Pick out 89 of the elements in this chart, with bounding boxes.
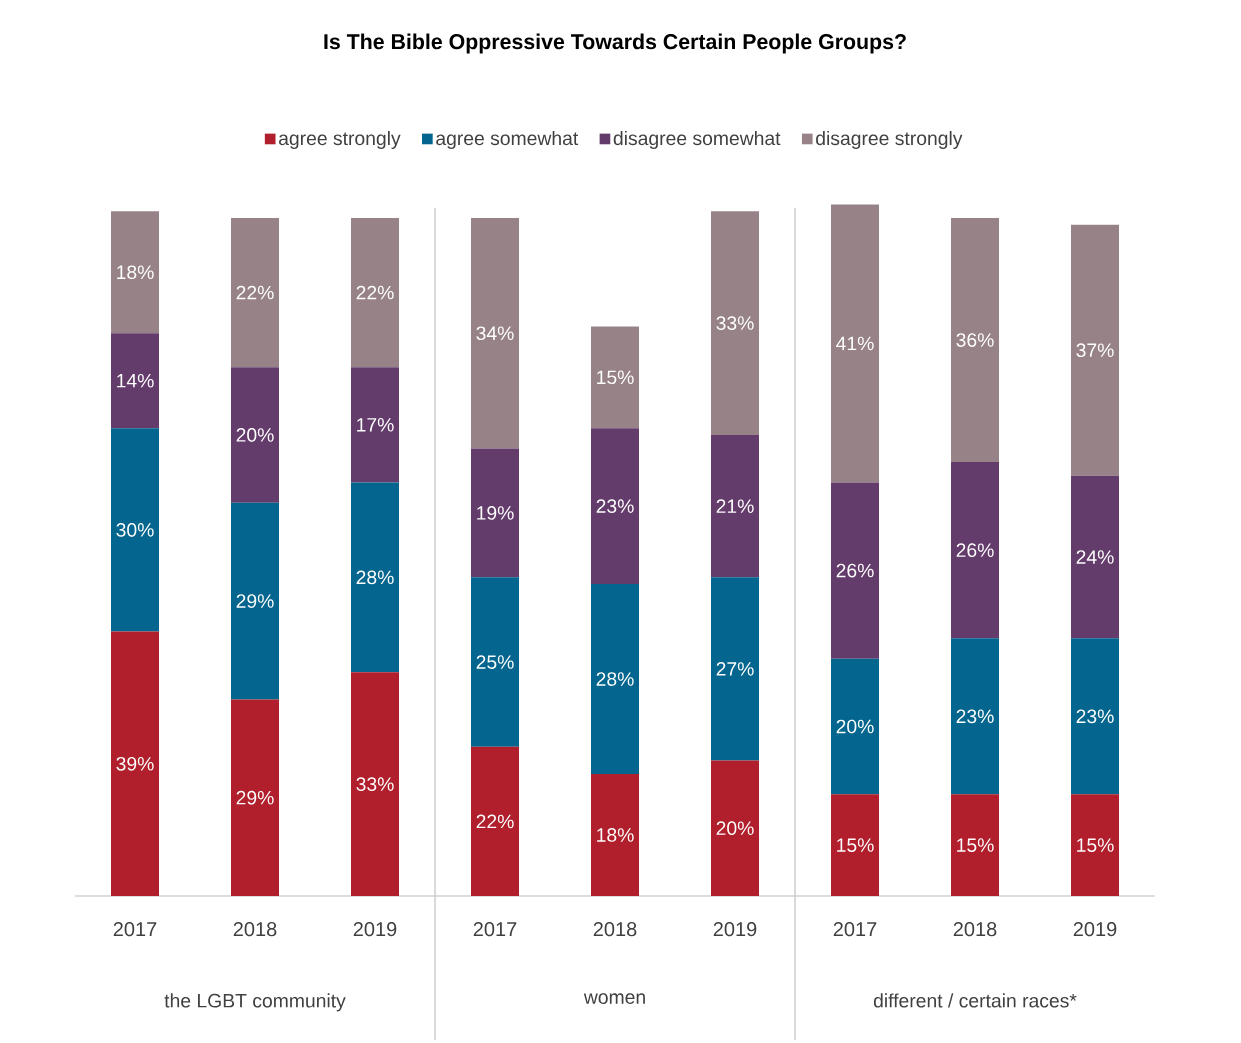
x-axis-title: women [583, 993, 645, 1004]
data-label: 17% [357, 418, 394, 432]
data-label: 33% [356, 777, 394, 791]
bar [1071, 794, 1120, 896]
data-label: 26% [956, 543, 994, 558]
bar [1071, 638, 1120, 795]
bar [591, 326, 640, 429]
x-tick-label: 2018 [953, 922, 997, 937]
data-label: 20% [716, 821, 754, 836]
x-tick-label: 2019 [713, 922, 757, 937]
x-tick-label: 2017 [833, 922, 877, 937]
bar [711, 434, 760, 578]
data-label: 15% [837, 838, 874, 852]
bar [351, 482, 399, 673]
bar [831, 658, 880, 795]
bar [471, 577, 520, 747]
bar [471, 448, 520, 578]
bar [951, 638, 1000, 795]
data-label: 41% [836, 336, 874, 351]
data-label: 29% [236, 790, 274, 805]
bar [711, 760, 760, 896]
bar [591, 773, 640, 896]
bar [351, 367, 399, 483]
bar [111, 211, 159, 334]
data-label: 20% [236, 428, 274, 442]
legend-label: agree strongly [278, 130, 401, 149]
bar [951, 462, 1000, 639]
bar [831, 482, 880, 659]
data-label: 22% [236, 285, 274, 300]
bar [231, 367, 279, 503]
bar [1071, 224, 1120, 476]
bar [1071, 475, 1120, 639]
data-label: 15% [597, 370, 634, 385]
data-label: 37% [1076, 343, 1114, 358]
x-tick-label: 2017 [473, 922, 517, 937]
data-label: 28% [356, 570, 394, 585]
bar [831, 794, 880, 896]
data-label: 28% [596, 672, 634, 686]
bar [351, 217, 399, 368]
bar [951, 217, 1000, 463]
data-label: 20% [836, 719, 874, 734]
bar [951, 794, 1000, 896]
data-label: 25% [476, 655, 514, 669]
bar [231, 217, 279, 368]
bar [111, 333, 159, 429]
x-axis-title: the LGBT community [164, 993, 346, 1012]
bar [591, 428, 640, 585]
data-label: 39% [116, 756, 154, 771]
data-label: 15% [957, 838, 994, 852]
x-tick-label: 2019 [1073, 922, 1117, 937]
data-label: 23% [956, 709, 994, 724]
bar [471, 746, 520, 896]
data-label: 34% [476, 326, 514, 341]
legend-label: agree somewhat [436, 130, 579, 149]
bar [111, 428, 159, 632]
bar [831, 204, 880, 483]
x-tick-label: 2018 [593, 922, 637, 937]
x-tick-label: 2018 [233, 922, 277, 937]
bar [231, 699, 279, 896]
data-label: 26% [836, 563, 874, 578]
data-label: 21% [716, 499, 754, 513]
data-label: 18% [117, 265, 154, 280]
bar [231, 502, 279, 700]
text: Is The Bible Oppressive Towards Certain People Groups? [324, 33, 906, 54]
data-label: 27% [716, 662, 754, 676]
x-tick-label: 2017 [113, 922, 157, 937]
bar [711, 577, 760, 761]
data-label: 22% [356, 285, 394, 300]
bar [711, 211, 760, 435]
data-label: 36% [956, 333, 994, 347]
data-label: 19% [477, 506, 514, 520]
data-label: 23% [596, 499, 634, 513]
data-label: 22% [476, 814, 514, 829]
data-label: 15% [1077, 838, 1114, 852]
legend-label: disagree somewhat [613, 130, 781, 149]
data-label: 23% [1076, 709, 1114, 724]
data-label: 33% [716, 316, 754, 330]
data-label: 30% [116, 523, 154, 537]
data-label: 14% [117, 373, 154, 388]
legend-label: disagree strongly [816, 130, 963, 149]
data-label: 29% [236, 594, 274, 608]
bar [111, 631, 159, 896]
bar [591, 584, 640, 774]
data-label: 24% [1076, 550, 1114, 564]
bar [471, 217, 520, 449]
x-tick-label: 2019 [353, 922, 397, 937]
data-label: 18% [597, 828, 634, 842]
bar [351, 672, 399, 896]
x-axis-title: different / certain races* [873, 993, 1077, 1008]
